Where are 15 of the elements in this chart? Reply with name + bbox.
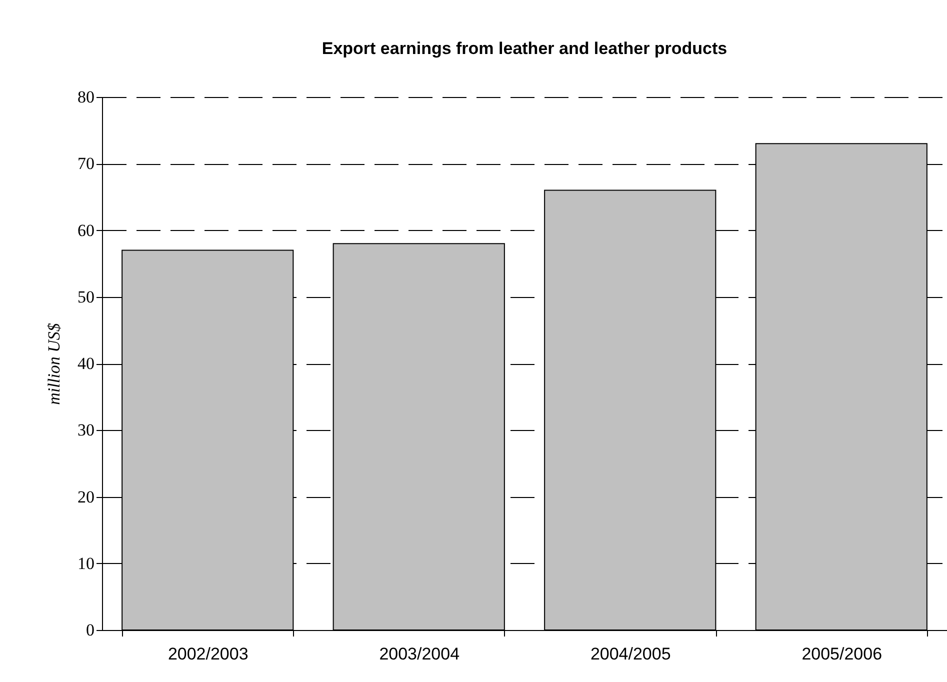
x-tick-label: 2005/2006 xyxy=(802,644,882,664)
y-tick-label: 50 xyxy=(78,287,94,306)
y-tick-label: 10 xyxy=(78,554,94,573)
chart-title: Export earnings from leather and leather products xyxy=(322,39,728,58)
x-tick-label: 2003/2004 xyxy=(379,644,460,664)
y-tick-label: 30 xyxy=(78,420,94,440)
y-tick-label: 70 xyxy=(78,154,94,174)
y-tick-label: 0 xyxy=(86,620,94,640)
y-tick-label: 40 xyxy=(78,354,94,373)
x-tick-label: 2004/2005 xyxy=(590,644,671,664)
y-tick-label: 20 xyxy=(78,487,94,506)
y-axis-title: million US$ xyxy=(44,322,64,405)
y-tick-label: 80 xyxy=(78,88,94,106)
x-tick-label: 2002/2003 xyxy=(168,644,248,664)
y-tick-label: 60 xyxy=(78,220,94,240)
